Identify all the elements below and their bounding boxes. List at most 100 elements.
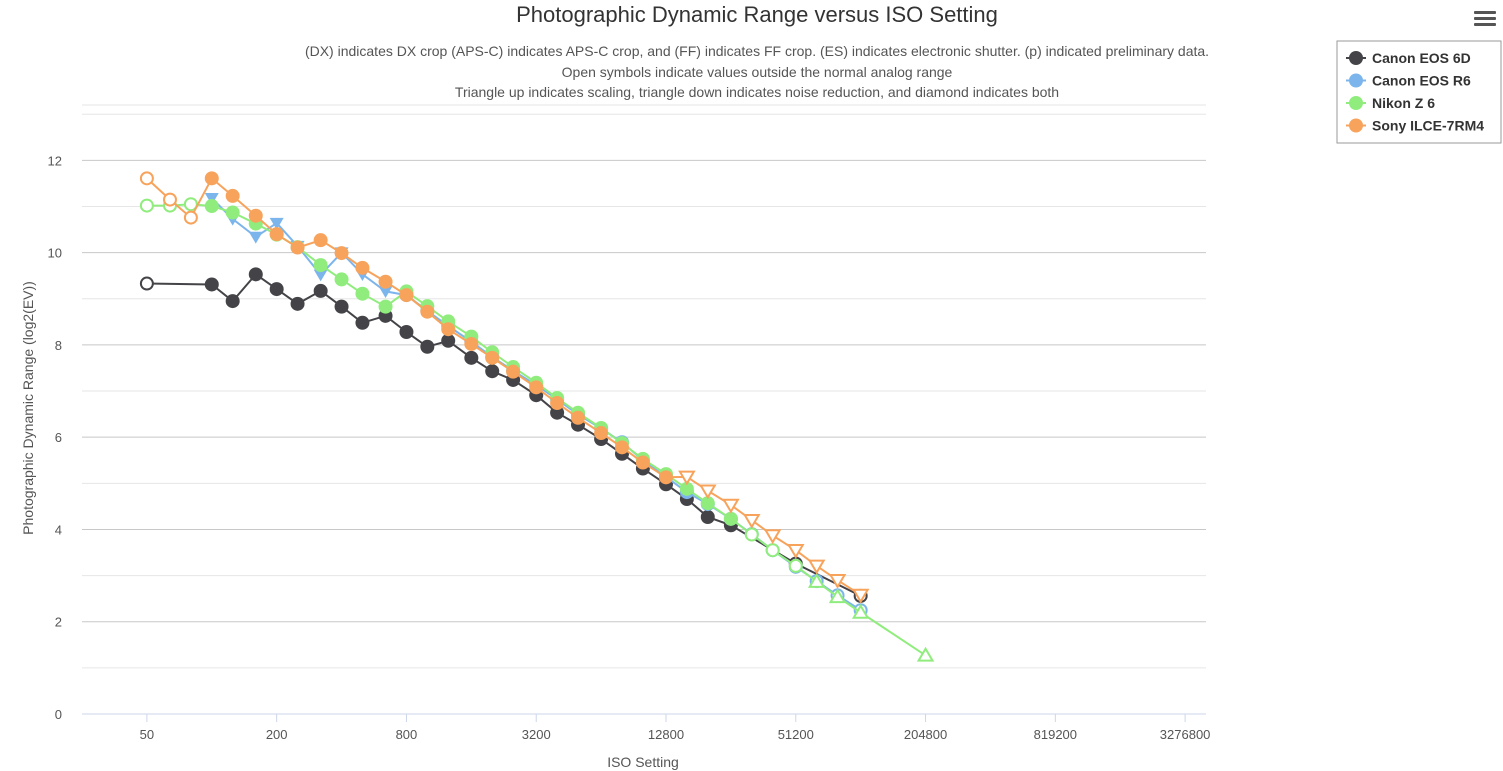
data-point xyxy=(441,333,456,348)
data-point xyxy=(529,380,544,395)
data-point xyxy=(399,324,414,339)
x-tick-label: 12800 xyxy=(648,727,684,742)
data-point xyxy=(204,199,219,214)
data-point xyxy=(269,227,284,242)
data-point xyxy=(269,217,284,230)
data-point xyxy=(313,283,328,298)
data-point xyxy=(313,269,328,282)
axes: 0 2 4 6 8 10 12 50 200 800 3200 12800 51200 204800 819… xyxy=(48,153,1211,742)
data-point xyxy=(788,558,803,573)
data-point xyxy=(139,198,154,213)
data-point xyxy=(183,197,198,212)
data-point xyxy=(765,543,780,558)
data-point xyxy=(334,272,349,287)
data-point xyxy=(269,282,284,297)
x-tick-label: 200 xyxy=(266,727,288,742)
y-axis-title: Photographic Dynamic Range (log2(EV)) xyxy=(20,281,36,535)
x-axis-title: ISO Setting xyxy=(607,754,679,770)
legend-label: Canon EOS 6D xyxy=(1372,50,1471,66)
data-point xyxy=(248,208,263,223)
data-point xyxy=(851,603,870,619)
data-point xyxy=(139,276,154,291)
data-point xyxy=(313,233,328,248)
chart-subtitle-line-3: Triangle up indicates scaling, triangle … xyxy=(455,84,1059,100)
data-point xyxy=(334,299,349,314)
data-point xyxy=(441,322,456,337)
y-tick-label: 4 xyxy=(55,522,62,537)
legend-symbol xyxy=(1349,118,1363,133)
series-line xyxy=(146,176,862,596)
chart-title: Photographic Dynamic Range versus ISO Se… xyxy=(516,2,998,27)
x-tick-label: 800 xyxy=(396,727,418,742)
data-point xyxy=(485,364,500,379)
data-point xyxy=(550,405,565,420)
data-point xyxy=(204,192,219,205)
data-point xyxy=(763,529,782,545)
plot-area xyxy=(139,171,935,662)
data-point xyxy=(248,231,263,244)
legend-symbol xyxy=(1349,96,1363,110)
menu-bar xyxy=(1474,11,1496,14)
data-point xyxy=(485,350,500,365)
series-line xyxy=(146,272,862,597)
data-point xyxy=(248,267,263,282)
data-point xyxy=(615,440,630,455)
x-tick-label: 819200 xyxy=(1034,727,1077,742)
chart-subtitle-line-2: Open symbols indicate values outside the… xyxy=(562,64,953,80)
data-point xyxy=(506,364,521,379)
data-point xyxy=(162,192,177,207)
y-tick-label: 12 xyxy=(48,153,62,168)
data-point xyxy=(139,171,154,186)
data-point xyxy=(594,426,609,441)
data-point xyxy=(355,315,370,330)
x-tick-label: 204800 xyxy=(904,727,947,742)
series-canon-eos-6d xyxy=(139,267,868,603)
x-tick-label: 51200 xyxy=(778,727,814,742)
data-point xyxy=(851,588,870,604)
chart-subtitle-line-1: (DX) indicates DX crop (APS-C) indicates… xyxy=(305,43,1209,59)
data-point xyxy=(679,481,694,496)
y-tick-label: 0 xyxy=(55,707,62,722)
legend-label: Canon EOS R6 xyxy=(1372,73,1471,89)
hamburger-menu-icon[interactable] xyxy=(1474,8,1496,28)
x-tick-label: 3200 xyxy=(522,727,551,742)
data-point xyxy=(420,304,435,319)
data-point xyxy=(378,274,393,289)
legend-label: Nikon Z 6 xyxy=(1372,95,1435,111)
grid xyxy=(82,104,1206,669)
data-point xyxy=(807,559,826,575)
data-point xyxy=(699,484,717,500)
data-point xyxy=(464,350,479,365)
series-sony-ilce-7rm4 xyxy=(139,171,870,604)
data-point xyxy=(571,410,586,425)
data-point xyxy=(828,573,847,589)
data-point xyxy=(313,258,328,273)
data-point xyxy=(723,511,738,526)
data-point xyxy=(743,513,761,529)
data-point xyxy=(807,572,826,588)
data-point xyxy=(290,296,305,311)
data-point xyxy=(225,205,240,220)
series-nikon-z-6 xyxy=(139,197,935,662)
data-point xyxy=(225,294,240,309)
data-point xyxy=(204,171,219,186)
data-point xyxy=(464,336,479,351)
data-point xyxy=(290,240,305,255)
y-tick-label: 2 xyxy=(55,615,62,630)
data-point xyxy=(635,455,650,470)
data-point xyxy=(355,286,370,301)
data-point xyxy=(700,509,715,524)
series-line xyxy=(211,197,862,612)
legend-symbol xyxy=(1349,73,1363,88)
y-tick-label: 10 xyxy=(48,246,62,261)
legend-symbol xyxy=(1349,51,1363,65)
data-point xyxy=(916,646,935,662)
data-point xyxy=(204,277,219,292)
data-point xyxy=(355,260,370,275)
legend-label: Sony ILCE-7RM4 xyxy=(1372,118,1484,134)
data-point xyxy=(420,339,435,354)
menu-bar xyxy=(1474,17,1496,20)
data-point xyxy=(700,496,715,511)
menu-bar xyxy=(1474,23,1496,26)
